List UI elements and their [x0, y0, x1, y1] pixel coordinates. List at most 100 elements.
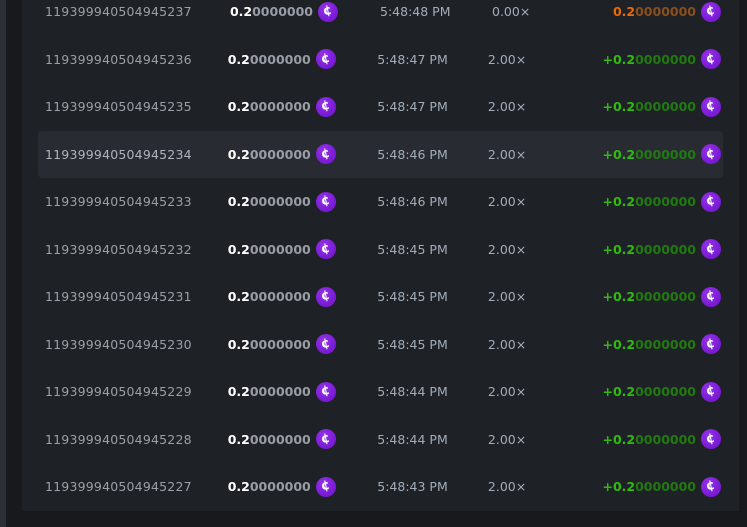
bet-amount-zeros: 0000000 — [249, 431, 311, 447]
bet-time: 5:48:45 PM — [377, 336, 448, 352]
bet-time: 5:48:48 PM — [380, 4, 451, 20]
bet-amount-main: 0.2 — [227, 479, 250, 495]
payout-zeros: 0000000 — [635, 241, 696, 257]
stake-cash-coin-icon: ¢ — [701, 334, 721, 355]
bet-row[interactable]: 119399940504945228 0.2 0000000 ¢ 5:48:44 … — [38, 416, 723, 464]
stake-cash-coin-icon: ¢ — [701, 49, 721, 70]
payout-value: +0.20000000 — [602, 194, 696, 209]
bet-amount: 0.2 0000000 ¢ — [229, 1, 338, 22]
stake-cash-coin-icon: ¢ — [701, 476, 721, 497]
bet-payout: +0.20000000 ¢ — [602, 49, 721, 70]
bet-row[interactable]: 119399940504945236 0.2 0000000 ¢ 5:48:47 … — [38, 36, 723, 84]
payout-zeros: 0000000 — [635, 194, 696, 210]
bet-amount-zeros: 0000000 — [249, 146, 311, 162]
bet-row[interactable]: 119399940504945237 0.2 0000000 ¢ 5:48:48 … — [38, 0, 723, 36]
bet-row[interactable]: 119399940504945229 0.2 0000000 ¢ 5:48:44 … — [38, 368, 723, 416]
bet-payout: +0.20000000 ¢ — [602, 144, 721, 165]
bet-multiplier: 2.00× — [487, 431, 527, 447]
left-accent-bar — [0, 0, 6, 527]
bet-multiplier: 2.00× — [487, 99, 527, 115]
stake-cash-coin-icon: ¢ — [701, 429, 721, 450]
bet-multiplier: 2.00× — [487, 479, 527, 495]
bet-time: 5:48:47 PM — [377, 51, 448, 67]
bet-amount: 0.2 0000000 ¢ — [228, 144, 336, 165]
bet-amount-main: 0.2 — [229, 4, 253, 20]
payout-main: +0.2 — [602, 51, 636, 67]
payout-main: +0.2 — [602, 99, 636, 115]
payout-main: +0.2 — [602, 241, 636, 257]
bet-row[interactable]: 119399940504945233 0.2 0000000 ¢ 5:48:46 … — [38, 178, 723, 226]
bet-multiplier: 2.00× — [487, 51, 527, 67]
bet-payout: +0.20000000 ¢ — [602, 381, 721, 402]
payout-zeros: 0000000 — [635, 431, 696, 447]
bet-multiplier: 2.00× — [487, 241, 527, 257]
bet-amount-zeros: 0000000 — [249, 384, 311, 400]
bet-amount-main: 0.2 — [227, 289, 250, 305]
payout-value: +0.20000000 — [602, 147, 696, 162]
bet-time: 5:48:46 PM — [377, 146, 448, 162]
payout-value: +0.20000000 — [602, 432, 696, 447]
payout-zeros: 0000000 — [635, 384, 696, 400]
stake-cash-coin-icon: ¢ — [701, 144, 721, 165]
payout-value: +0.20000000 — [602, 52, 696, 67]
bet-amount-main: 0.2 — [227, 99, 250, 115]
bet-amount-main: 0.2 — [227, 384, 250, 400]
bet-row[interactable]: 119399940504945235 0.2 0000000 ¢ 5:48:47 … — [38, 83, 723, 131]
bet-amount-zeros: 0000000 — [252, 4, 313, 20]
payout-value: +0.20000000 — [602, 384, 696, 399]
payout-value: +0.20000000 — [602, 289, 696, 304]
bet-amount: 0.2 0000000 ¢ — [228, 49, 336, 70]
stake-cash-coin-icon: ¢ — [701, 239, 721, 260]
payout-main: +0.2 — [602, 146, 636, 162]
bet-multiplier: 2.00× — [487, 384, 527, 400]
bet-multiplier: 2.00× — [487, 336, 527, 352]
bet-amount: 0.2 0000000 ¢ — [227, 476, 336, 497]
bet-row[interactable]: 119399940504945230 0.2 0000000 ¢ 5:48:45 … — [38, 321, 723, 369]
stake-cash-coin-icon: ¢ — [701, 191, 721, 212]
stake-cash-coin-icon: ¢ — [315, 476, 336, 497]
bet-amount: 0.2 0000000 ¢ — [227, 191, 336, 212]
bet-payout: +0.20000000 ¢ — [602, 476, 721, 497]
bet-id: 119399940504945230 — [45, 336, 192, 352]
stake-cash-coin-icon: ¢ — [701, 286, 721, 307]
stake-cash-coin-icon: ¢ — [315, 96, 336, 117]
bet-id: 119399940504945232 — [45, 241, 192, 257]
bet-row[interactable]: 119399940504945231 0.2 0000000 ¢ 5:48:45 … — [38, 273, 723, 321]
payout-value: +0.20000000 — [602, 99, 696, 114]
payout-main: +0.2 — [602, 479, 636, 495]
stake-cash-coin-icon: ¢ — [315, 429, 336, 450]
bet-payout: +0.20000000 ¢ — [602, 334, 721, 355]
bet-id: 119399940504945228 — [45, 431, 192, 447]
bet-payout: +0.20000000 ¢ — [602, 96, 721, 117]
bet-time: 5:48:44 PM — [377, 384, 448, 400]
bet-amount: 0.2 0000000 ¢ — [227, 429, 336, 450]
payout-zeros: 0000000 — [635, 4, 696, 20]
bet-payout: +0.20000000 ¢ — [602, 239, 721, 260]
payout-zeros: 0000000 — [635, 51, 696, 67]
payout-zeros: 0000000 — [635, 289, 696, 305]
bet-table-body: 119399940504945237 0.2 0000000 ¢ 5:48:48 … — [22, 0, 739, 511]
bet-id: 119399940504945233 — [45, 194, 192, 210]
bet-row[interactable]: 119399940504945227 0.2 0000000 ¢ 5:48:43 … — [38, 463, 723, 511]
bet-amount-main: 0.2 — [227, 241, 250, 257]
payout-zeros: 0000000 — [635, 99, 696, 115]
payout-value: 0.20000000 — [613, 4, 696, 19]
bet-row[interactable]: 119399940504945234 0.2 0000000 ¢ 5:48:46 … — [38, 130, 723, 178]
payout-zeros: 0000000 — [635, 336, 696, 352]
bet-amount-main: 0.2 — [227, 431, 250, 447]
payout-zeros: 0000000 — [635, 479, 696, 495]
stake-cash-coin-icon: ¢ — [315, 191, 336, 212]
payout-main: 0.2 — [612, 4, 636, 20]
stake-cash-coin-icon: ¢ — [315, 286, 336, 307]
bet-amount-main: 0.2 — [227, 194, 250, 210]
bet-payout: +0.20000000 ¢ — [602, 429, 721, 450]
payout-main: +0.2 — [602, 289, 636, 305]
bet-multiplier: 0.00× — [492, 4, 531, 20]
bet-row[interactable]: 119399940504945232 0.2 0000000 ¢ 5:48:45 … — [38, 226, 723, 274]
stake-cash-coin-icon: ¢ — [315, 381, 336, 402]
bet-amount-main: 0.2 — [227, 336, 250, 352]
stake-cash-coin-icon: ¢ — [315, 334, 336, 355]
bet-amount: 0.2 0000000 ¢ — [227, 381, 336, 402]
bet-time: 5:48:47 PM — [377, 99, 448, 115]
bet-amount: 0.2 0000000 ¢ — [227, 96, 336, 117]
